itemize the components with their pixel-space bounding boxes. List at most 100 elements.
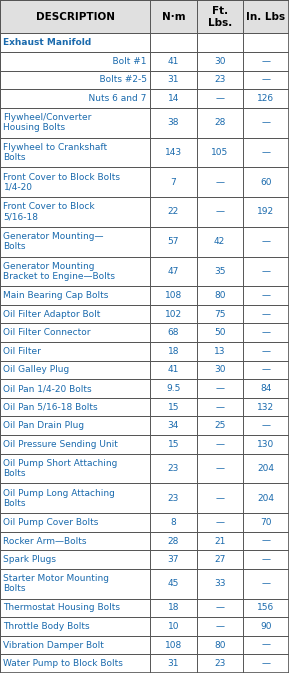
Text: —: — [261,641,271,649]
Text: Main Bearing Cap Bolts: Main Bearing Cap Bolts [3,291,109,300]
Text: 28: 28 [214,118,225,127]
Text: —: — [261,310,271,319]
Text: 204: 204 [257,494,274,503]
Bar [0,305,289,324]
Text: Oil Filter: Oil Filter [3,347,41,356]
Text: Flywheel to Crankshaft
Bolts: Flywheel to Crankshaft Bolts [3,143,108,162]
Bar [0,197,289,227]
Text: 23: 23 [214,660,225,668]
Text: 204: 204 [257,464,274,473]
Bar [0,137,289,168]
Text: 14: 14 [168,94,179,103]
Bar [0,256,289,286]
Text: Nuts 6 and 7: Nuts 6 and 7 [77,94,147,103]
Text: 143: 143 [165,148,182,157]
Bar [0,324,289,342]
Bar [0,108,289,137]
Text: —: — [215,384,224,393]
Text: 84: 84 [260,384,272,393]
Text: —: — [261,347,271,356]
Text: —: — [215,207,224,217]
Text: 15: 15 [168,402,179,412]
Bar [0,551,289,569]
Text: —: — [261,555,271,564]
Bar [0,636,289,654]
Text: —: — [215,402,224,412]
Bar [0,569,289,599]
Bar [0,227,289,256]
Text: —: — [215,178,224,186]
Text: 15: 15 [168,440,179,449]
Text: —: — [215,440,224,449]
Text: 27: 27 [214,555,225,564]
Text: —: — [215,494,224,503]
Text: Bolt #1: Bolt #1 [101,57,147,66]
Text: 37: 37 [168,555,179,564]
Text: —: — [261,365,271,374]
Text: —: — [261,579,271,588]
Text: 47: 47 [168,267,179,276]
Text: 38: 38 [168,118,179,127]
Text: Oil Pan Drain Plug: Oil Pan Drain Plug [3,421,85,430]
Text: 126: 126 [257,94,275,103]
Text: Exhaust Manifold: Exhaust Manifold [3,38,92,47]
Text: 7: 7 [171,178,176,186]
Text: 23: 23 [168,464,179,473]
Text: 25: 25 [214,421,225,430]
Text: Front Cover to Block Bolts
1/4-20: Front Cover to Block Bolts 1/4-20 [3,173,121,192]
Text: 23: 23 [214,75,225,84]
Bar [0,52,289,71]
Bar [0,617,289,636]
Text: 80: 80 [214,291,225,300]
Bar [0,654,289,673]
Text: Oil Filter Adaptor Bolt: Oil Filter Adaptor Bolt [3,310,101,319]
Text: 34: 34 [168,421,179,430]
Text: Oil Pan 5/16-18 Bolts: Oil Pan 5/16-18 Bolts [3,402,98,412]
Text: —: — [215,464,224,473]
Text: DESCRIPTION: DESCRIPTION [36,11,115,22]
Text: Throttle Body Bolts: Throttle Body Bolts [3,622,90,631]
Text: Oil Pump Cover Bolts: Oil Pump Cover Bolts [3,518,99,527]
Text: 45: 45 [168,579,179,588]
Text: 35: 35 [214,267,225,276]
Bar [0,435,289,454]
Text: In. Lbs: In. Lbs [246,11,286,22]
Text: Oil Pump Long Attaching
Bolts: Oil Pump Long Attaching Bolts [3,489,115,507]
Text: Oil Pressure Sending Unit: Oil Pressure Sending Unit [3,440,118,449]
Text: N·m: N·m [162,11,185,22]
Bar [0,71,289,90]
Text: —: — [261,148,271,157]
Text: 9.5: 9.5 [166,384,181,393]
Bar [0,0,289,34]
Text: 68: 68 [168,328,179,337]
Text: 33: 33 [214,579,225,588]
Text: 18: 18 [168,604,179,612]
Text: 30: 30 [214,365,225,374]
Text: 21: 21 [214,536,225,546]
Text: 105: 105 [211,148,228,157]
Text: 8: 8 [171,518,176,527]
Text: 18: 18 [168,347,179,356]
Text: —: — [261,421,271,430]
Text: Water Pump to Block Bolts: Water Pump to Block Bolts [3,660,123,668]
Text: —: — [215,518,224,527]
Bar [0,90,289,108]
Text: —: — [261,536,271,546]
Text: 132: 132 [257,402,275,412]
Bar [0,168,289,197]
Text: 31: 31 [168,660,179,668]
Text: 22: 22 [168,207,179,217]
Text: —: — [261,237,271,246]
Text: 10: 10 [168,622,179,631]
Text: 75: 75 [214,310,225,319]
Text: 57: 57 [168,237,179,246]
Bar [0,417,289,435]
Text: Bolts #2-5: Bolts #2-5 [88,75,147,84]
Bar [0,342,289,361]
Text: 41: 41 [168,57,179,66]
Text: 31: 31 [168,75,179,84]
Bar [0,532,289,551]
Text: Rocker Arm—Bolts: Rocker Arm—Bolts [3,536,87,546]
Text: —: — [215,622,224,631]
Text: 23: 23 [168,494,179,503]
